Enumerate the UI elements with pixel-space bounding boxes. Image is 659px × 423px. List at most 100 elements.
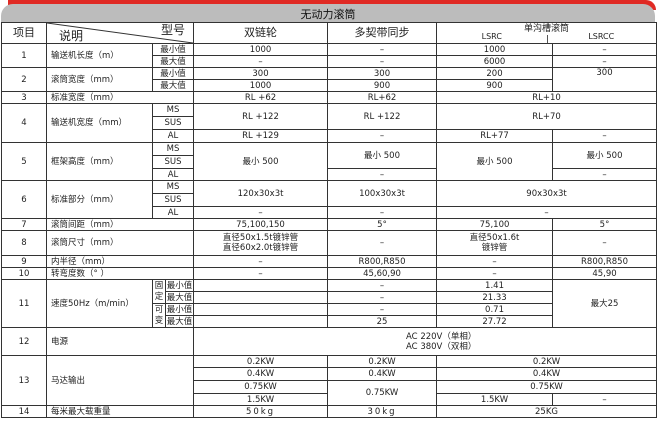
cell: 最小 500 bbox=[436, 142, 554, 181]
cell: 120x30x3t bbox=[193, 180, 329, 207]
row-label: 标准宽度（mm） bbox=[45, 91, 195, 104]
row-no: 4 bbox=[1, 103, 47, 143]
cell: 45,90 bbox=[552, 267, 658, 280]
header-sub: LSRCC bbox=[588, 32, 615, 41]
row-label: 马达输出 bbox=[45, 355, 195, 406]
cell: – bbox=[193, 55, 329, 68]
table-row: 3 标准宽度（mm） RL +62 RL+62 RL+10 bbox=[1, 91, 658, 104]
cell: – bbox=[552, 129, 658, 143]
cell: – bbox=[327, 206, 438, 219]
table-row: 10 转弯度数（° ） –45,60,90–45,90 bbox=[1, 267, 658, 280]
cell-line: 直径50x1.5t镀锌管 bbox=[222, 233, 299, 243]
cell: 最小 500 bbox=[327, 142, 438, 169]
table-row: 0.4KW 0.4KW 0.4KW bbox=[2, 367, 658, 381]
header-item: 项目 bbox=[1, 22, 47, 44]
cell: 0.2KW bbox=[327, 355, 438, 368]
cell-line: 直径60x2.0t镀锌管 bbox=[222, 243, 299, 253]
row-no: 12 bbox=[1, 327, 47, 356]
table-row: 9 内半径（mm） – R800,R850– R800,R850 bbox=[1, 255, 658, 268]
sub-label: 固定 bbox=[152, 279, 166, 304]
cell: 0.2KW bbox=[193, 355, 329, 368]
sub-label: SUS bbox=[151, 193, 195, 207]
table-row: 12 电源 AC 220V（单相） AC 380V（双相） bbox=[1, 327, 658, 356]
header-group: 单沟槽滚筒 LSRC LSRCC bbox=[436, 22, 658, 44]
cell: – bbox=[327, 303, 438, 316]
cell: 1000 bbox=[436, 43, 554, 56]
cell: RL +62 bbox=[193, 91, 329, 104]
row-label: 标准部分（mm） bbox=[46, 180, 153, 219]
table-row: AL – – bbox=[2, 168, 658, 181]
row-label: 转弯度数（° ） bbox=[45, 267, 195, 280]
header-sub: LSRC bbox=[481, 32, 502, 41]
cell: 1.5KW bbox=[436, 393, 554, 406]
cell: – bbox=[327, 129, 438, 143]
row-no: 14 bbox=[1, 405, 47, 418]
row-label: 电源 bbox=[45, 327, 195, 356]
sub-label: 最小值 bbox=[151, 67, 195, 80]
row-no: 2 bbox=[1, 67, 47, 92]
table-title: 无动力滚筒 bbox=[300, 8, 356, 21]
table-row: 14 每米最大载重量 50kg 30kg 25KG bbox=[1, 405, 658, 418]
cell: 45,60,90 bbox=[327, 267, 438, 280]
sub-label: MS bbox=[151, 103, 195, 117]
spec-table: 项目 型号 说明 双链轮 多契带同步 单沟槽滚筒 LSRC LSRCC 1 输送… bbox=[1, 22, 658, 418]
sub-label: 最大值 bbox=[151, 79, 195, 92]
cell: 直径50x1.5t镀锌管 直径60x2.0t镀锌管 bbox=[193, 230, 329, 256]
cell: 1000 bbox=[193, 79, 329, 92]
row-no: 11 bbox=[1, 279, 47, 328]
cell: RL +122 bbox=[327, 103, 438, 130]
cell: 最小 500 bbox=[193, 142, 329, 181]
sub-label: 最大值 bbox=[164, 291, 195, 304]
table-row: 6 标准部分（mm） MS 120x30x3t 100x30x3t 90x30x3t bbox=[1, 180, 658, 219]
sub-label: 最小值 bbox=[164, 303, 195, 316]
cell: R800,R850 bbox=[552, 255, 658, 268]
table-row: 8 滚筒尺寸（mm） 直径50x1.5t镀锌管 直径60x2.0t镀锌管 – 直径… bbox=[1, 230, 658, 256]
header-model: 型号 bbox=[161, 23, 186, 37]
cell: 300 bbox=[327, 67, 438, 80]
cell: 直径50x1.6t 镀锌管 bbox=[436, 230, 554, 256]
cell: – bbox=[436, 206, 658, 219]
table-row: 4 输送机宽度（mm） MS RL +122 RL +122 RL+70 bbox=[1, 103, 658, 143]
cell: 21.33 bbox=[436, 291, 554, 304]
cell: 200 bbox=[436, 67, 554, 80]
cell: – bbox=[552, 168, 658, 181]
row-label: 内半径（mm） bbox=[45, 255, 195, 268]
cell: 5° bbox=[327, 218, 438, 231]
row-no: 5 bbox=[1, 142, 47, 181]
table-row: 7 滚筒间距（mm） 75,100,150 5° 75,100 5° bbox=[1, 218, 658, 231]
cell: 1.5KW bbox=[193, 393, 329, 406]
cell bbox=[193, 315, 329, 328]
cell: 0.4KW bbox=[436, 367, 658, 381]
cell: 100x30x3t bbox=[327, 180, 438, 207]
cell-line: 镀锌管 bbox=[481, 243, 508, 253]
row-label: 速度50Hz（m/min） bbox=[46, 279, 153, 328]
header-col: 多契带同步 bbox=[327, 22, 438, 44]
cell: – bbox=[552, 393, 658, 406]
cell: RL+70 bbox=[436, 103, 658, 130]
cell: 0.75KW bbox=[436, 380, 658, 394]
cell: – bbox=[327, 291, 438, 304]
cell: 75,100 bbox=[436, 218, 554, 231]
table-row: 5 框架高度（mm） MS 最小 500 最小 500 最小 500 最小 500 bbox=[1, 142, 658, 181]
cell: – bbox=[327, 279, 438, 292]
table-row: 1 输送机长度（m） 最小值 1000–1000– bbox=[1, 43, 658, 68]
cell: 25 bbox=[327, 315, 438, 328]
row-label: 滚筒间距（mm） bbox=[45, 218, 195, 231]
sub-label: 最小值 bbox=[164, 279, 195, 292]
cell: – bbox=[327, 55, 438, 68]
cell: 30kg bbox=[327, 405, 438, 418]
sub-label: 最大值 bbox=[151, 55, 195, 68]
table-row: SUS bbox=[2, 193, 657, 207]
row-no: 13 bbox=[1, 355, 47, 406]
cell bbox=[193, 303, 329, 316]
row-label: 输送机长度（m） bbox=[46, 43, 153, 68]
cell: 300 bbox=[552, 67, 658, 92]
cell: – bbox=[436, 255, 554, 268]
cell: AC 220V（单相） AC 380V（双相） bbox=[193, 327, 658, 356]
row-label: 框架高度（mm） bbox=[46, 142, 153, 181]
row-no: 10 bbox=[1, 267, 47, 280]
cell: 0.4KW bbox=[327, 367, 438, 381]
table-row: 11 速度50Hz（m/min） 固定 最小值 –1.41 最大25 bbox=[1, 279, 658, 328]
sub-label: 最大值 bbox=[164, 315, 195, 328]
cell: 25KG bbox=[436, 405, 658, 418]
